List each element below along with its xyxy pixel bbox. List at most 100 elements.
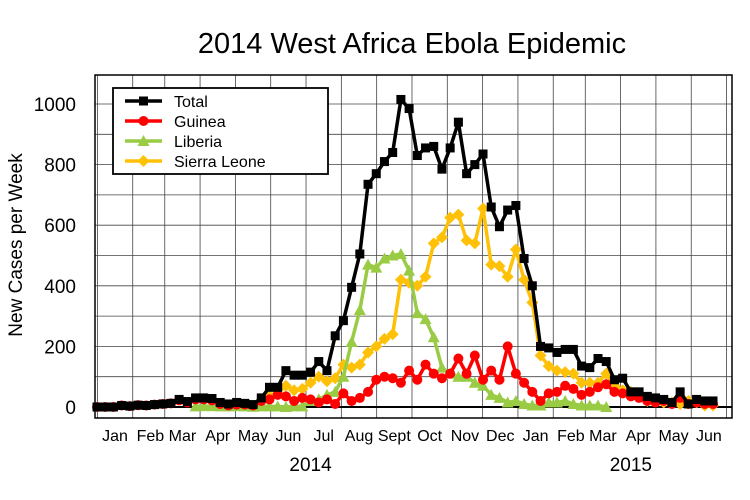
data-point	[609, 386, 620, 397]
data-point	[370, 340, 383, 353]
data-point	[240, 398, 250, 408]
y-tick-labels: 0 200 400 600 800 1000	[34, 95, 76, 419]
data-point	[322, 366, 332, 376]
data-point	[436, 373, 447, 384]
data-point	[199, 393, 209, 403]
data-point	[560, 380, 571, 391]
data-point	[559, 366, 572, 379]
data-point	[634, 387, 644, 397]
data-point	[297, 392, 308, 403]
data-point	[445, 368, 456, 379]
x-month-label: Nov	[451, 428, 479, 445]
data-point	[445, 143, 455, 153]
y-tick-label: 400	[44, 277, 76, 298]
data-point	[692, 394, 702, 404]
data-point	[158, 399, 168, 409]
data-point	[388, 147, 398, 157]
data-point	[117, 400, 127, 410]
data-point	[396, 94, 406, 104]
data-point	[346, 395, 357, 406]
data-point	[362, 258, 375, 270]
data-point	[141, 400, 151, 410]
data-point	[468, 237, 481, 250]
data-point	[411, 307, 424, 319]
data-point	[92, 402, 102, 412]
data-point	[256, 393, 266, 403]
x-month-label: Oct	[417, 428, 442, 445]
data-point	[584, 386, 595, 397]
data-point	[486, 365, 497, 376]
legend-item: Sierra Leone	[125, 154, 266, 171]
data-point	[215, 397, 225, 407]
x-month-label: Feb	[557, 428, 585, 445]
data-point	[593, 382, 604, 393]
series-sierra-leone	[263, 202, 719, 412]
legend-label: Sierra Leone	[174, 154, 266, 171]
x-month-label: Aug	[345, 428, 373, 445]
data-point	[618, 373, 628, 383]
data-point	[559, 394, 572, 406]
legend-item: Guinea	[125, 114, 226, 131]
data-point	[543, 388, 554, 399]
data-point	[462, 169, 472, 179]
data-point	[626, 387, 636, 397]
data-point	[651, 393, 661, 403]
legend-swatch-marker	[139, 96, 148, 106]
data-point	[314, 357, 324, 367]
data-point	[100, 402, 110, 412]
data-point	[667, 397, 677, 407]
data-point	[452, 370, 465, 382]
data-point	[518, 273, 531, 286]
data-point	[486, 202, 496, 212]
legend-label: Total	[174, 94, 208, 111]
data-point	[279, 401, 292, 412]
data-point	[585, 363, 595, 373]
data-point	[191, 393, 201, 403]
data-point	[378, 252, 391, 264]
data-point	[485, 388, 498, 400]
data-point	[518, 397, 531, 409]
data-point	[519, 254, 529, 264]
data-point	[248, 400, 258, 410]
data-point	[583, 399, 596, 411]
data-point	[617, 388, 628, 399]
data-point	[453, 117, 463, 127]
data-point	[205, 400, 218, 412]
data-point	[345, 335, 358, 347]
data-point	[394, 247, 407, 259]
data-point	[501, 270, 514, 283]
data-point	[125, 401, 135, 411]
data-point	[552, 347, 562, 357]
data-point	[453, 353, 464, 364]
data-point	[412, 374, 423, 385]
data-point	[166, 398, 176, 408]
data-point	[421, 143, 431, 153]
x-month-label: Jun	[696, 428, 722, 445]
legend-label: Guinea	[174, 114, 226, 131]
legend-item: Liberia	[125, 134, 222, 151]
series-group	[92, 94, 719, 412]
data-point	[478, 374, 489, 385]
data-point	[420, 359, 431, 370]
data-point	[353, 304, 366, 316]
data-point	[683, 399, 693, 409]
data-point	[133, 400, 143, 410]
x-year-label: 2014	[289, 455, 332, 476]
data-point	[583, 376, 596, 389]
x-month-label: Apr	[626, 428, 652, 445]
data-point	[601, 357, 611, 367]
data-point	[289, 395, 300, 406]
data-point	[329, 385, 342, 397]
data-point	[461, 368, 472, 379]
data-point	[575, 376, 588, 389]
data-point	[568, 383, 579, 394]
data-point	[378, 332, 391, 345]
data-point	[338, 316, 348, 326]
plot-frame	[94, 74, 733, 419]
x-month-label: Jan	[102, 428, 128, 445]
data-point	[338, 388, 349, 399]
x-month-labels: Jan Feb Mar Apr May Jun Jul Aug Sept Oct Nov Dec Jan…	[102, 428, 722, 445]
data-point	[493, 260, 506, 273]
data-point	[174, 394, 184, 404]
y-tick-label: 1000	[34, 95, 76, 116]
